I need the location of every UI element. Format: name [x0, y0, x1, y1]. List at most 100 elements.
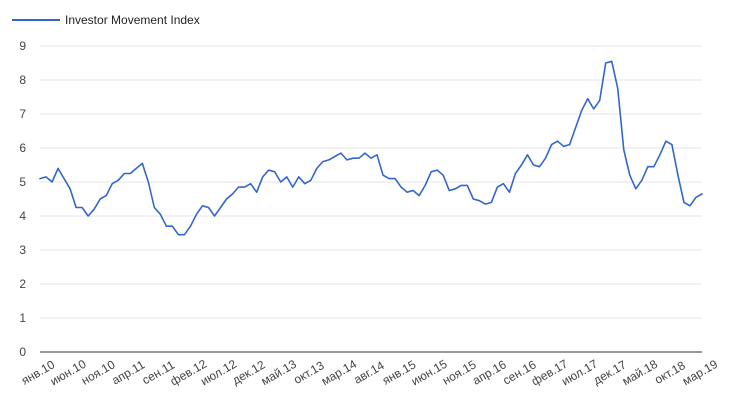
data-point[interactable] — [248, 181, 253, 186]
data-point[interactable] — [170, 224, 175, 229]
data-point[interactable] — [573, 125, 578, 130]
data-point[interactable] — [44, 174, 49, 179]
data-point[interactable] — [272, 169, 277, 174]
data-point[interactable] — [375, 152, 380, 157]
data-point[interactable] — [567, 142, 572, 147]
data-point[interactable] — [639, 178, 644, 183]
data-point[interactable] — [417, 193, 422, 198]
data-point[interactable] — [110, 181, 115, 186]
data-point[interactable] — [669, 142, 674, 147]
data-point[interactable] — [381, 173, 386, 178]
data-point[interactable] — [236, 185, 241, 190]
data-point[interactable] — [393, 176, 398, 181]
data-point[interactable] — [405, 190, 410, 195]
data-point[interactable] — [633, 186, 638, 191]
data-point[interactable] — [134, 166, 139, 171]
data-point[interactable] — [543, 156, 548, 161]
data-point[interactable] — [98, 197, 103, 202]
data-point[interactable] — [441, 173, 446, 178]
data-point[interactable] — [477, 198, 482, 203]
data-point[interactable] — [344, 157, 349, 162]
data-point[interactable] — [687, 203, 692, 208]
data-point[interactable] — [627, 173, 632, 178]
data-point[interactable] — [38, 176, 43, 181]
data-point[interactable] — [585, 96, 590, 101]
data-point[interactable] — [651, 164, 656, 169]
data-point[interactable] — [657, 152, 662, 157]
data-point[interactable] — [212, 214, 217, 219]
data-point[interactable] — [200, 203, 205, 208]
data-point[interactable] — [104, 193, 109, 198]
data-point[interactable] — [128, 171, 133, 176]
data-point[interactable] — [369, 156, 374, 161]
data-point[interactable] — [423, 183, 428, 188]
data-point[interactable] — [609, 59, 614, 64]
data-point[interactable] — [356, 156, 361, 161]
data-point[interactable] — [537, 164, 542, 169]
data-point[interactable] — [507, 190, 512, 195]
data-point[interactable] — [176, 232, 181, 237]
data-point[interactable] — [116, 178, 121, 183]
data-point[interactable] — [218, 205, 223, 210]
data-point[interactable] — [290, 185, 295, 190]
data-point[interactable] — [362, 151, 367, 156]
data-point[interactable] — [531, 163, 536, 168]
data-point[interactable] — [146, 180, 151, 185]
data-point[interactable] — [314, 166, 319, 171]
data-point[interactable] — [122, 171, 127, 176]
data-point[interactable] — [278, 180, 283, 185]
data-point[interactable] — [92, 207, 97, 212]
data-point[interactable] — [86, 214, 91, 219]
data-point[interactable] — [338, 151, 343, 156]
data-point[interactable] — [182, 232, 187, 237]
data-point[interactable] — [320, 159, 325, 164]
data-point[interactable] — [447, 188, 452, 193]
data-point[interactable] — [555, 139, 560, 144]
data-point[interactable] — [495, 185, 500, 190]
data-point[interactable] — [591, 106, 596, 111]
data-point[interactable] — [435, 168, 440, 173]
data-point[interactable] — [62, 176, 67, 181]
data-point[interactable] — [681, 200, 686, 205]
data-point[interactable] — [501, 181, 506, 186]
data-point[interactable] — [350, 156, 355, 161]
data-point[interactable] — [453, 186, 458, 191]
data-point[interactable] — [693, 195, 698, 200]
data-point[interactable] — [603, 61, 608, 66]
data-point[interactable] — [206, 205, 211, 210]
data-point[interactable] — [302, 181, 307, 186]
data-point[interactable] — [675, 173, 680, 178]
data-point[interactable] — [561, 144, 566, 149]
data-point[interactable] — [326, 157, 331, 162]
data-point[interactable] — [230, 191, 235, 196]
data-point[interactable] — [260, 174, 265, 179]
data-point[interactable] — [296, 174, 301, 179]
data-point[interactable] — [266, 168, 271, 173]
data-point[interactable] — [68, 186, 73, 191]
data-point[interactable] — [597, 98, 602, 103]
data-point[interactable] — [525, 152, 530, 157]
data-point[interactable] — [152, 205, 157, 210]
data-point[interactable] — [579, 108, 584, 113]
data-point[interactable] — [513, 171, 518, 176]
data-point[interactable] — [332, 154, 337, 159]
data-point[interactable] — [519, 163, 524, 168]
data-point[interactable] — [489, 200, 494, 205]
data-point[interactable] — [411, 188, 416, 193]
data-point[interactable] — [615, 86, 620, 91]
data-point[interactable] — [483, 202, 488, 207]
data-point[interactable] — [459, 183, 464, 188]
data-point[interactable] — [242, 185, 247, 190]
data-point[interactable] — [645, 164, 650, 169]
data-point[interactable] — [471, 197, 476, 202]
data-point[interactable] — [700, 191, 705, 196]
series-line-investor-movement-index[interactable] — [39, 60, 703, 236]
data-point[interactable] — [549, 142, 554, 147]
data-point[interactable] — [254, 190, 259, 195]
data-point[interactable] — [140, 161, 145, 166]
data-point[interactable] — [399, 185, 404, 190]
data-point[interactable] — [621, 147, 626, 152]
data-point[interactable] — [284, 174, 289, 179]
legend[interactable]: Investor Movement Index — [12, 13, 200, 27]
data-point[interactable] — [74, 205, 79, 210]
